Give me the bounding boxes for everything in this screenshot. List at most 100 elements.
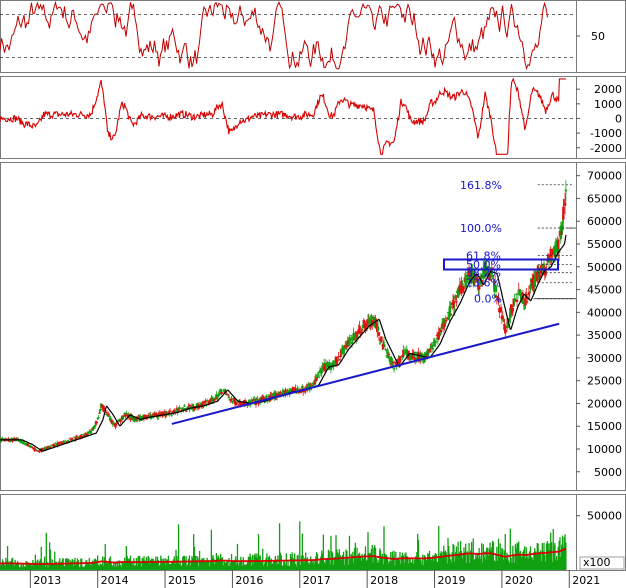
candle-body: [497, 297, 500, 302]
candle-body: [526, 298, 530, 300]
candle-body: [215, 394, 218, 399]
candle-body: [177, 409, 180, 411]
candle-body: [52, 444, 56, 447]
candle-body: [142, 416, 146, 419]
candle-body: [354, 332, 357, 339]
candle-body: [304, 390, 307, 392]
candle-body: [352, 332, 355, 341]
candle-body: [23, 442, 26, 444]
candle-body: [504, 329, 508, 332]
candle-body: [103, 408, 106, 410]
candle-body: [240, 402, 243, 404]
candle-body: [255, 399, 259, 401]
fib-level-label-5: 23.6%: [466, 277, 501, 290]
candle-body: [447, 318, 451, 320]
x-tick-label-6: 2019: [438, 574, 466, 587]
candle-body: [57, 442, 61, 445]
candle-body: [531, 278, 534, 285]
candle-body: [380, 336, 383, 342]
candle-body: [427, 351, 430, 353]
candle-body: [211, 398, 215, 400]
candle-body: [112, 422, 115, 425]
candle-body: [322, 367, 325, 369]
candle-body: [408, 354, 411, 359]
candle-body: [141, 415, 144, 421]
candle-body: [474, 279, 477, 282]
candle-body: [174, 410, 178, 412]
candle-body: [515, 293, 518, 295]
candle-body: [386, 349, 389, 355]
candle-body: [76, 436, 79, 438]
candle-body: [30, 446, 34, 448]
candle-body: [334, 356, 338, 362]
candle-body: [231, 401, 234, 403]
candle-body: [547, 259, 551, 263]
candle-body: [468, 275, 472, 282]
candle-body: [475, 276, 478, 278]
candle-body: [42, 449, 45, 451]
candle-body: [236, 401, 239, 403]
candle-body: [143, 414, 147, 418]
candle-body: [362, 320, 365, 324]
candle-body: [382, 341, 386, 343]
candle-body: [476, 277, 479, 282]
candle-body: [140, 419, 143, 421]
momentum-tick-label-2: 0: [615, 112, 622, 125]
candle-body: [433, 339, 436, 347]
candle-body: [216, 397, 219, 399]
candle-body: [370, 315, 373, 326]
candle-body: [511, 308, 515, 312]
oscillator-panel-frame: [0, 0, 626, 73]
momentum-tick-label-0: 2000: [594, 83, 622, 96]
candle-body: [465, 279, 468, 284]
candle-body: [413, 357, 417, 361]
candle-body: [415, 357, 419, 361]
price-tick-label-7: 35000: [587, 329, 622, 342]
candle-body: [168, 410, 172, 412]
candle-body: [249, 401, 253, 404]
price-tick-label-5: 45000: [587, 284, 622, 297]
candle-body: [563, 202, 567, 206]
candle-body: [67, 440, 70, 442]
price-tick-label-12: 10000: [587, 443, 622, 456]
candle-body: [549, 248, 552, 258]
candle-body: [74, 437, 77, 440]
candle-body: [250, 399, 253, 402]
candle-body: [181, 407, 184, 411]
candle-body: [183, 405, 186, 407]
candle-body: [512, 298, 515, 306]
candle-body: [491, 275, 494, 278]
candle-body: [493, 281, 496, 292]
candle-body: [266, 400, 269, 402]
candle-body: [93, 426, 96, 429]
candle-body: [98, 412, 101, 414]
price-tick-label-4: 50000: [587, 261, 622, 274]
candle-body: [40, 448, 44, 451]
candle-body: [547, 254, 550, 260]
candle-body: [72, 437, 76, 439]
candle-body: [466, 272, 469, 274]
price-tick-label-1: 65000: [587, 192, 622, 205]
candle-body: [489, 270, 493, 275]
candle-body: [123, 412, 126, 415]
price-panel-frame: [0, 162, 626, 491]
price-tick-label-8: 30000: [587, 352, 622, 365]
candle-body: [237, 404, 240, 406]
candle-body: [414, 351, 418, 354]
candle-body: [514, 298, 517, 302]
candle-body: [355, 331, 359, 338]
oscillator-line: [0, 0, 548, 71]
candle-body: [271, 396, 275, 398]
candle-body: [506, 321, 509, 328]
candle-body: [356, 336, 360, 338]
candle-body: [360, 331, 364, 333]
candle-body: [173, 409, 176, 413]
candle-body: [45, 448, 48, 450]
candle-body: [109, 417, 112, 422]
candle-body: [510, 310, 514, 313]
candle-body: [79, 434, 83, 438]
candle-body: [312, 385, 315, 386]
candle-body: [407, 350, 410, 357]
candle-body: [390, 357, 393, 365]
candle-body: [394, 362, 397, 365]
